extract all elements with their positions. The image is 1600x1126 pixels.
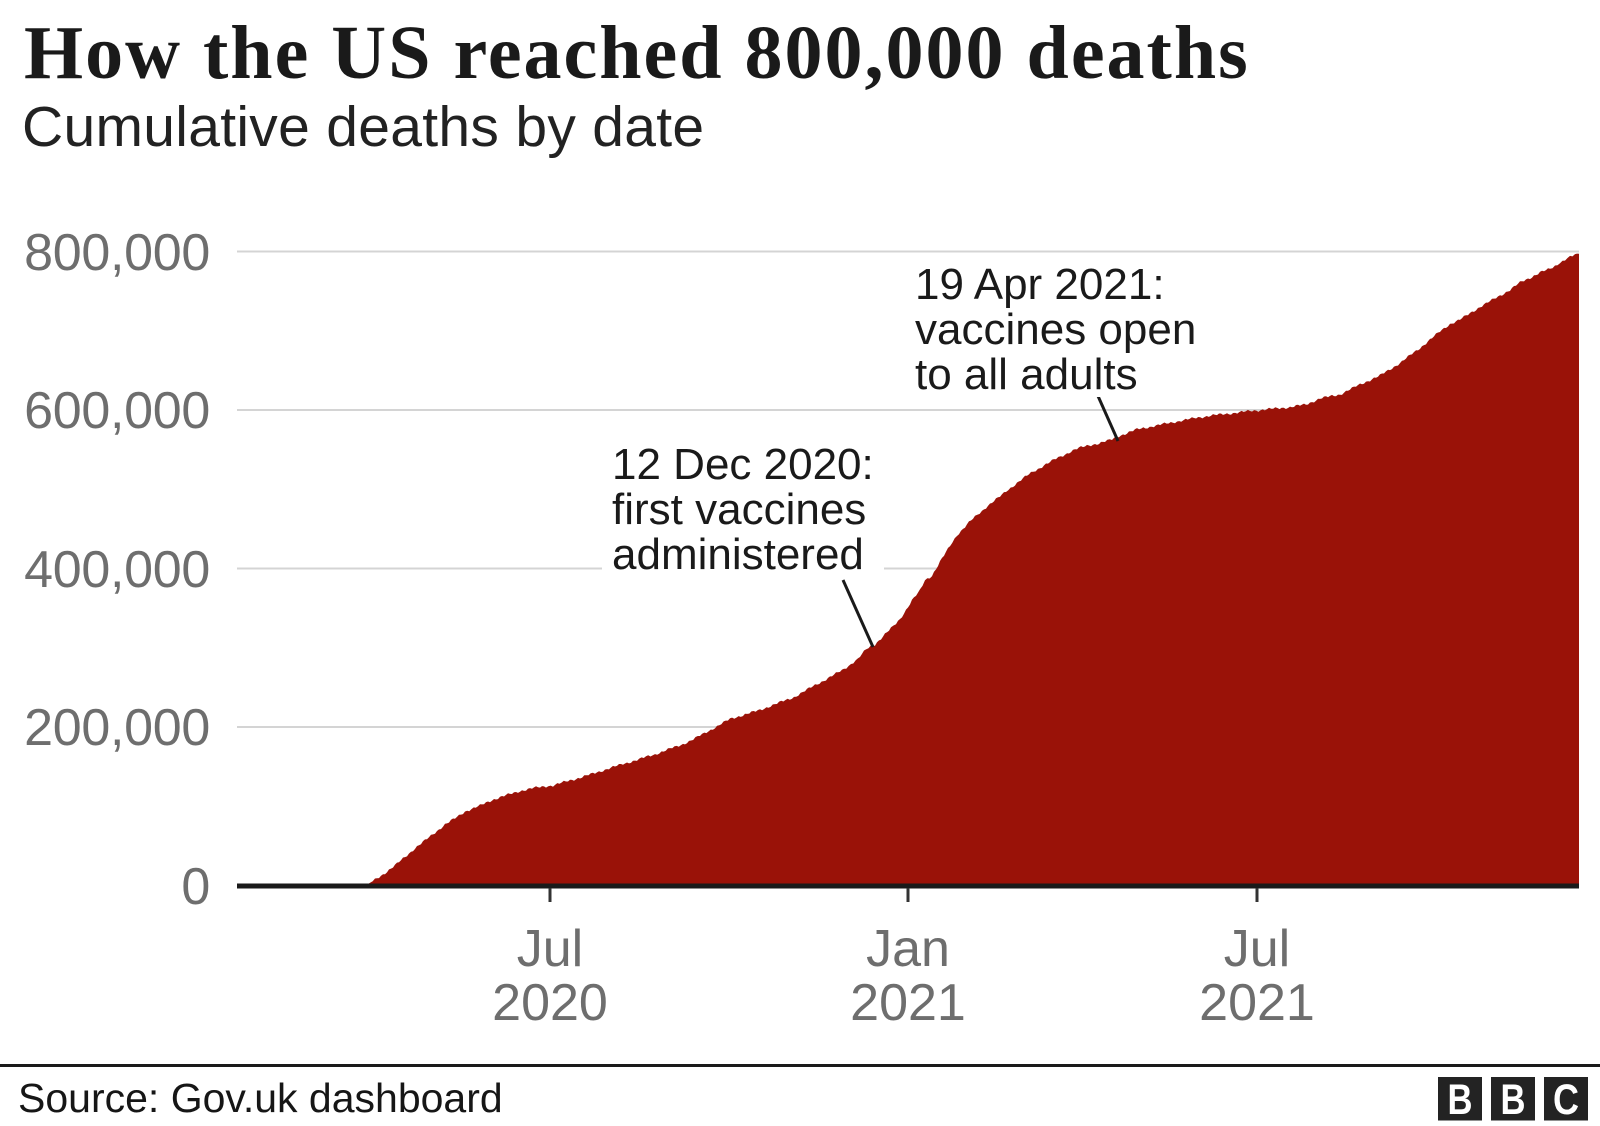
svg-text:C: C bbox=[1553, 1076, 1579, 1124]
svg-text:B: B bbox=[1448, 1076, 1473, 1124]
svg-text:B: B bbox=[1501, 1076, 1526, 1124]
